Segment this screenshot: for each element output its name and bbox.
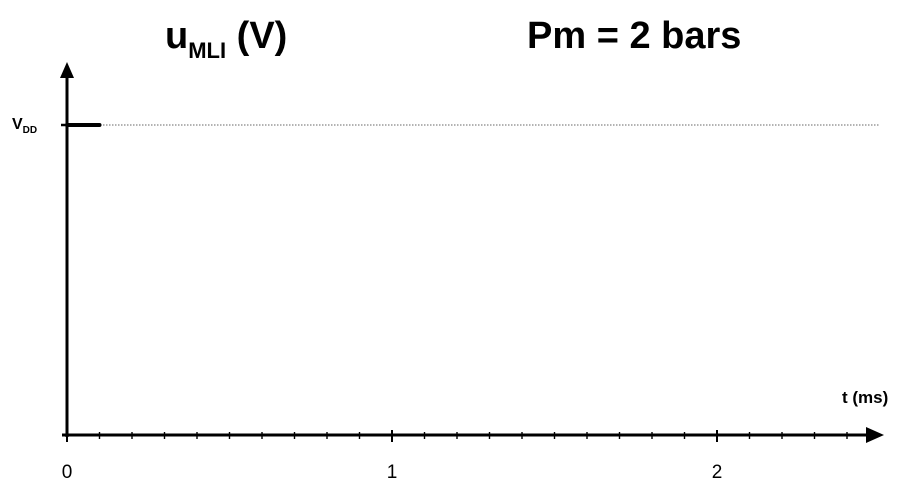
x-axis-arrow-icon bbox=[866, 427, 884, 443]
chart-title: Pm = 2 bars bbox=[527, 15, 742, 57]
y-axis-arrow-icon bbox=[60, 62, 74, 78]
x-tick-label: 1 bbox=[386, 462, 398, 483]
y-axis-title-subscript: MLI bbox=[188, 38, 227, 63]
vdd-label: VDD bbox=[12, 115, 37, 137]
chart-layer bbox=[60, 62, 884, 443]
x-tick-label: 0 bbox=[61, 462, 73, 483]
x-axis-label: t (ms) bbox=[842, 388, 889, 407]
y-axis-title: uMLI (V) bbox=[165, 14, 287, 63]
y-axis-title-unit: (V) bbox=[226, 15, 288, 57]
vdd-label-main: V bbox=[12, 116, 23, 133]
y-axis-title-symbol: u bbox=[165, 15, 189, 57]
x-tick-label: 2 bbox=[711, 462, 723, 483]
vdd-label-subscript: DD bbox=[22, 125, 38, 136]
